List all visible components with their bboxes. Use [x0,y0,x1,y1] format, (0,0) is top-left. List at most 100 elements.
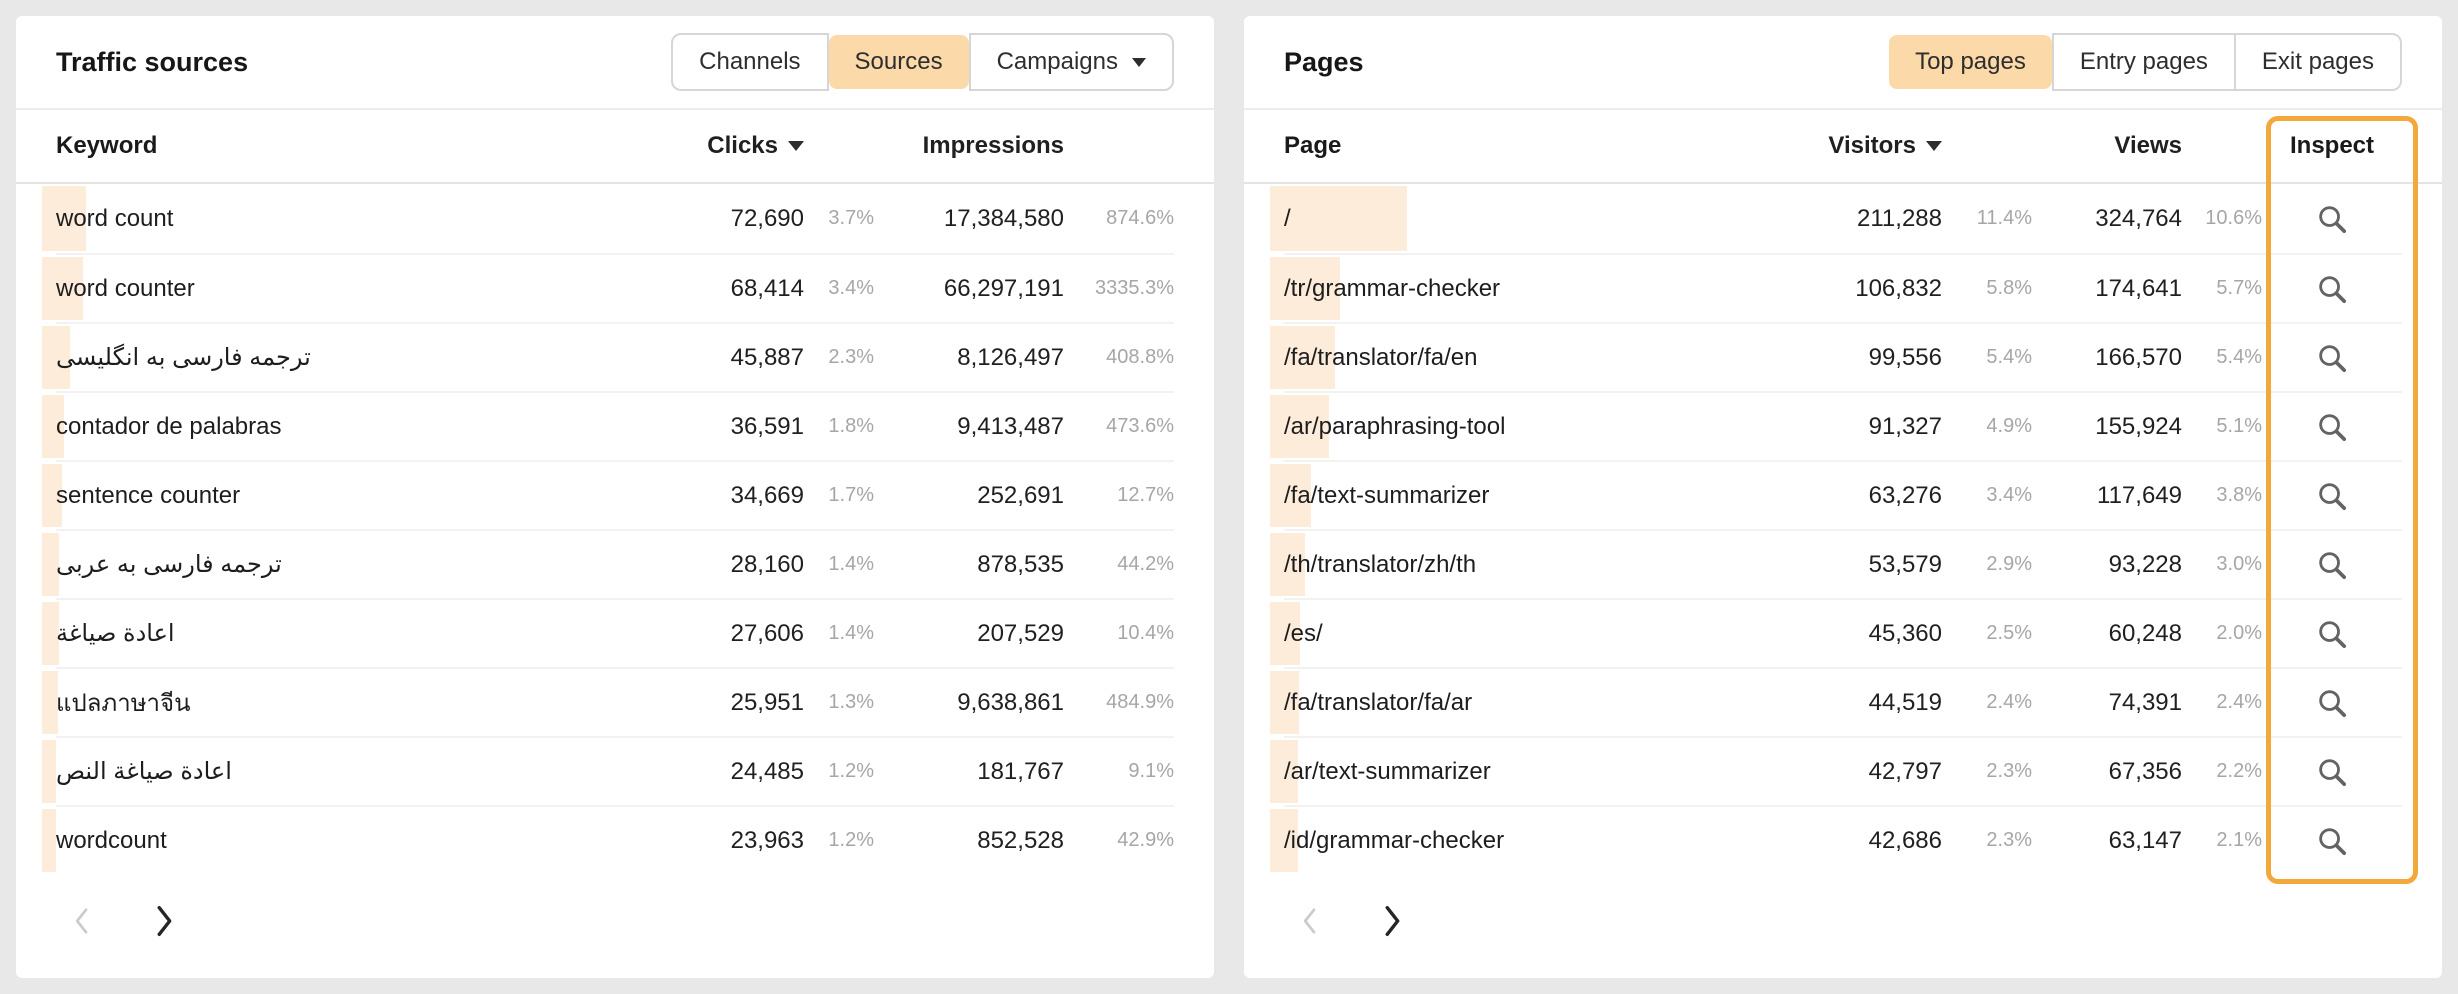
inspect-button[interactable] [2262,202,2402,236]
impressions-percent: 44.2% [1117,553,1174,575]
column-header-impressions[interactable]: Impressions [922,132,1064,159]
pages-panel: Pages Top pages Entry pages Exit pages P… [1244,16,2442,978]
magnifier-icon [2319,275,2347,303]
impressions-percent: 484.9% [1106,691,1174,713]
inspect-button[interactable] [2262,479,2402,513]
inspect-button[interactable] [2262,824,2402,858]
tab-channels[interactable]: Channels [671,33,829,91]
tab-entry-pages[interactable]: Entry pages [2051,33,2236,91]
inspect-button[interactable] [2262,686,2402,720]
inspect-button[interactable] [2262,341,2402,375]
inspect-button[interactable] [2262,548,2402,582]
keyword-cell: word counter [56,274,195,302]
clicks-value: 25,951 [730,688,804,716]
impressions-value: 252,691 [977,481,1064,509]
table-row: /id/grammar-checker 42,686 2.3% 63,147 2.1% [1270,805,2402,874]
table-row: contador de palabras 36,591 1.8% 9,413,487 4… [42,391,1174,460]
page-path-cell: /fa/text-summarizer [1284,481,1490,509]
views-percent: 2.4% [2216,691,2262,713]
impressions-percent: 874.6% [1106,207,1174,229]
clicks-percent: 1.2% [828,829,874,851]
column-header-views[interactable]: Views [2114,132,2182,159]
views-percent: 10.6% [2205,207,2262,229]
keyword-cell: اعادة صياغة [56,620,175,647]
clicks-percent: 1.8% [828,415,874,437]
tab-exit-pages[interactable]: Exit pages [2233,33,2402,91]
clicks-percent: 3.7% [828,207,874,229]
tab-label: Top pages [1915,48,2026,75]
views-percent: 2.2% [2216,760,2262,782]
page-path-cell: /ar/text-summarizer [1284,757,1491,785]
visitors-value: 211,288 [1857,204,1942,232]
value-bar [42,257,83,320]
views-value: 174,641 [2095,274,2182,302]
tab-top-pages[interactable]: Top pages [1887,33,2054,91]
value-bar [42,809,56,872]
impressions-value: 9,413,487 [957,412,1064,440]
column-header-label: Clicks [707,132,778,159]
chevron-right-icon [1385,905,1400,937]
views-value: 74,391 [2108,688,2182,716]
prev-page-button[interactable] [1294,899,1326,943]
table-row: word counter 68,414 3.4% 66,297,191 3335.3% [42,253,1174,322]
visitors-percent: 2.5% [1986,622,2032,644]
impressions-percent: 42.9% [1117,829,1174,851]
visitors-value: 91,327 [1868,412,1942,440]
visitors-percent: 2.3% [1986,760,2032,782]
prev-page-button[interactable] [66,899,98,943]
traffic-sources-tabs: Channels Sources Campaigns [671,33,1174,91]
next-page-button[interactable] [1374,896,1410,946]
page-path-cell: / [1284,204,1291,232]
chevron-down-icon [1132,57,1146,67]
clicks-value: 45,887 [730,343,804,371]
clicks-value: 36,591 [730,412,804,440]
chevron-left-icon [1303,908,1316,934]
column-header-page[interactable]: Page [1284,132,1342,159]
impressions-value: 181,767 [977,757,1064,785]
value-bar [1270,809,1298,872]
page-path-cell: /tr/grammar-checker [1284,274,1501,302]
table-row: /es/45,360 2.5% 60,248 2.0% [1270,598,2402,667]
column-header-visitors[interactable]: Visitors [1782,132,1942,160]
keyword-cell: ترجمه فارسی به عربی [56,551,282,578]
tab-campaigns[interactable]: Campaigns [968,33,1174,91]
column-header-keyword[interactable]: Keyword [56,132,158,159]
inspect-button[interactable] [2262,410,2402,444]
clicks-value: 68,414 [730,274,804,302]
value-bar [1270,740,1298,803]
table-row: /th/translator/zh/th 53,579 2.9% 93,228 3.0% [1270,529,2402,598]
value-bar [42,395,64,458]
clicks-value: 27,606 [730,619,804,647]
inspect-button[interactable] [2262,617,2402,651]
value-bar [1270,395,1329,458]
value-bar [42,671,58,734]
page-path-cell: /fa/translator/fa/en [1284,343,1478,371]
impressions-value: 66,297,191 [943,274,1064,302]
inspect-button[interactable] [2262,272,2402,306]
views-percent: 2.1% [2216,829,2262,851]
tab-sources[interactable]: Sources [827,33,971,91]
tab-label: Exit pages [2261,48,2374,75]
traffic-sources-panel: Traffic sources Channels Sources Campaig… [16,16,1214,978]
next-page-button[interactable] [146,896,182,946]
sort-caret-icon [788,141,804,151]
inspect-button[interactable] [2262,755,2402,789]
impressions-percent: 12.7% [1117,484,1174,506]
views-percent: 5.4% [2216,346,2262,368]
page-path-cell: /id/grammar-checker [1284,826,1505,854]
value-bar [42,740,56,803]
value-bar [1270,326,1335,389]
value-bar [1270,671,1299,734]
value-bar [42,326,70,389]
visitors-percent: 5.4% [1986,346,2032,368]
impressions-percent: 473.6% [1106,415,1174,437]
clicks-percent: 3.4% [828,277,874,299]
value-bar [1270,257,1340,320]
visitors-percent: 5.8% [1986,277,2032,299]
panel-title: Pages [1284,46,1364,77]
views-value: 67,356 [2108,757,2182,785]
column-header-clicks[interactable]: Clicks [634,132,804,160]
table-row: /ar/paraphrasing-tool 91,327 4.9% 155,924 5.… [1270,391,2402,460]
table-row: /tr/grammar-checker 106,832 5.8% 174,641 5.7… [1270,253,2402,322]
visitors-value: 99,556 [1868,343,1942,371]
